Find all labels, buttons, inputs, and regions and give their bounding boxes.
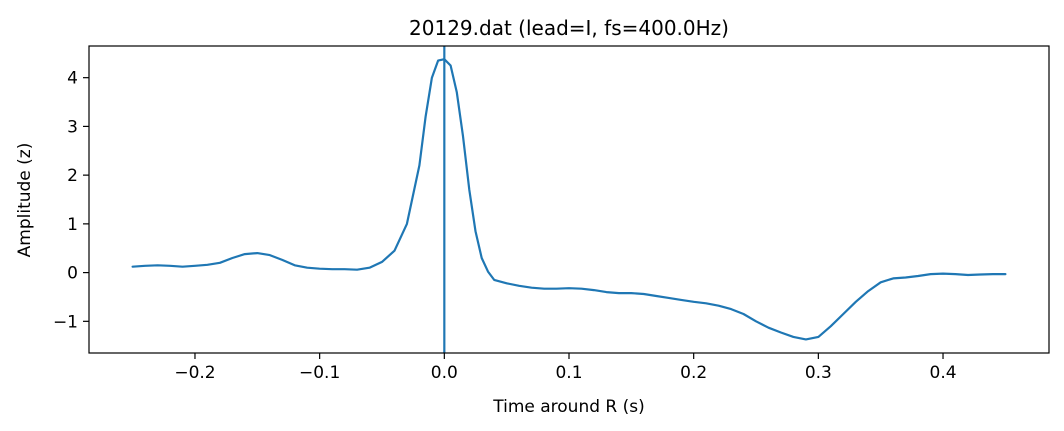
plot-frame — [88, 45, 1050, 354]
ecg-series-line — [131, 58, 1007, 341]
x-tick-label: 0.2 — [680, 363, 707, 383]
y-tick-label: −1 — [53, 312, 78, 332]
y-tick-label: 4 — [67, 69, 78, 89]
y-axis-label: Amplitude (z) — [15, 143, 35, 258]
y-tick-label: 1 — [67, 215, 78, 235]
x-tick-label: −0.1 — [299, 363, 340, 383]
y-tick-label: 0 — [67, 264, 78, 284]
x-tick-label: 0.3 — [805, 363, 832, 383]
y-axis-ticks: −1 0 1 2 3 4 — [53, 69, 89, 332]
y-tick-label: 3 — [67, 117, 78, 137]
x-axis-label: Time around R (s) — [492, 397, 645, 417]
plot-content — [131, 46, 1007, 353]
x-axis-ticks: −0.2 −0.1 0.0 0.1 0.2 0.3 0.4 — [174, 353, 957, 383]
chart-title: 20129.dat (lead=I, fs=400.0Hz) — [409, 16, 729, 40]
x-tick-label: 0.1 — [555, 363, 582, 383]
x-tick-label: −0.2 — [174, 363, 215, 383]
x-tick-label: 0.4 — [930, 363, 957, 383]
y-tick-label: 2 — [67, 166, 78, 186]
x-tick-label: 0.0 — [431, 363, 458, 383]
